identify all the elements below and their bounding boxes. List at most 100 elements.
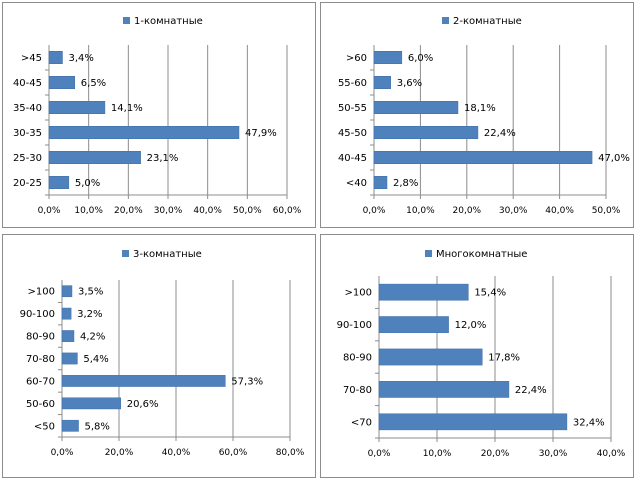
data-label: 2,8%: [393, 178, 418, 189]
data-label: 14,1%: [111, 103, 143, 114]
bar: [378, 381, 510, 398]
x-tick-label: 10,0%: [423, 449, 452, 459]
legend-swatch: [442, 17, 449, 24]
data-label: 22,4%: [484, 128, 516, 139]
data-label: 5,4%: [83, 354, 108, 365]
data-label: 6,0%: [408, 53, 433, 64]
x-tick-label: 20,0%: [481, 449, 510, 459]
x-tick-label: 40,0%: [193, 206, 222, 216]
data-label: 20,6%: [127, 399, 159, 410]
x-tick-label: 60,0%: [273, 206, 302, 216]
legend: Многокомнатные: [425, 249, 527, 260]
category-label: 70-80: [343, 385, 372, 396]
bar: [378, 316, 449, 333]
category-label: >60: [346, 53, 367, 64]
x-tick-label: 20,0%: [105, 448, 134, 458]
category-label: 80-90: [26, 332, 55, 343]
bar: [373, 151, 593, 164]
legend-swatch: [122, 250, 129, 257]
x-tick-label: 80,0%: [276, 448, 305, 458]
category-label: >100: [345, 288, 372, 299]
chart-svg: 2-комнатные 0,0% 10,0% 20,0% 30,0% 40,0% 50,0%…: [338, 16, 630, 216]
data-label: 23,1%: [147, 153, 179, 164]
bar: [48, 126, 240, 139]
bar: [373, 51, 403, 64]
data-label: 4,2%: [80, 332, 105, 343]
category-label: >45: [21, 53, 42, 64]
chart-svg: Многокомнатные 0,0% 10,0% 20,0% 30,0% 40,0% <7…: [337, 249, 626, 459]
bar: [61, 330, 75, 342]
chart-svg: 1-комнатные 0,0% 10,0% 20,0% 30,0% 40,0% 50,0%…: [13, 16, 302, 216]
x-tick-label: 0,0%: [363, 206, 386, 216]
x-tick-label: 30,0%: [154, 206, 183, 216]
x-tick-label: 40,0%: [545, 206, 574, 216]
category-label: 50-55: [338, 103, 367, 114]
bar: [378, 283, 469, 301]
x-tick-label: 40,0%: [162, 448, 191, 458]
category-label: 40-45: [338, 153, 367, 164]
data-label: 5,0%: [75, 178, 100, 189]
bar: [378, 348, 483, 366]
bar: [61, 285, 73, 298]
category-label: 50-60: [26, 399, 55, 410]
data-label: 22,4%: [515, 385, 547, 396]
category-label: 90-100: [337, 320, 372, 331]
bar: [48, 101, 106, 114]
category-label: 60-70: [26, 376, 55, 387]
x-tick-label: 30,0%: [539, 449, 568, 459]
chart-panel-1-room: 1-комнатные 0,0% 10,0% 20,0% 30,0% 40,0% 50,0%…: [2, 2, 316, 228]
bar: [61, 419, 79, 432]
category-label: 25-30: [13, 153, 42, 164]
category-label: 30-35: [13, 128, 42, 139]
category-label: 35-40: [13, 103, 42, 114]
category-label: 55-60: [338, 78, 367, 89]
bar: [378, 413, 568, 431]
bar: [61, 375, 226, 387]
x-tick-label: 0,0%: [38, 206, 61, 216]
data-label: 6,5%: [81, 78, 106, 89]
bar: [373, 176, 388, 189]
category-label: 70-80: [26, 354, 55, 365]
data-label: 17,8%: [488, 353, 520, 364]
data-label: 3,4%: [68, 53, 93, 64]
x-tick-label: 50,0%: [233, 206, 262, 216]
x-tick-label: 10,0%: [74, 206, 103, 216]
data-label: 3,6%: [397, 78, 422, 89]
bar: [61, 307, 72, 320]
data-label: 32,4%: [573, 417, 605, 428]
legend-label: Многокомнатные: [436, 249, 527, 260]
bar: [48, 76, 76, 89]
bar: [373, 126, 479, 139]
category-label: >100: [28, 287, 55, 298]
legend-swatch: [123, 17, 130, 24]
x-tick-label: 30,0%: [499, 206, 528, 216]
x-tick-label: 50,0%: [592, 206, 621, 216]
bar: [48, 176, 70, 189]
chart-svg: 3-комнатные 0,0% 20,0% 40,0% 60,0% 80,0% <50 5,…: [20, 249, 305, 458]
x-tick-label: 20,0%: [114, 206, 143, 216]
data-label: 12,0%: [455, 320, 487, 331]
category-label: <50: [34, 421, 55, 432]
data-label: 18,1%: [464, 103, 496, 114]
category-label: 45-50: [338, 128, 367, 139]
chart-panel-2-room: 2-комнатные 0,0% 10,0% 20,0% 30,0% 40,0% 50,0%…: [320, 2, 634, 228]
data-label: 15,4%: [474, 288, 506, 299]
legend-label: 2-комнатные: [453, 16, 522, 27]
legend-swatch: [425, 250, 432, 257]
bar: [48, 151, 141, 164]
category-label: 90-100: [20, 309, 55, 320]
x-tick-label: 0,0%: [368, 449, 391, 459]
legend: 2-комнатные: [442, 16, 522, 27]
x-tick-label: 10,0%: [406, 206, 435, 216]
data-label: 47,0%: [598, 153, 630, 164]
data-label: 47,9%: [245, 128, 277, 139]
bar: [61, 397, 121, 410]
legend: 1-комнатные: [123, 16, 203, 27]
category-label: 20-25: [13, 178, 42, 189]
chart-panel-3-room: 3-комнатные 0,0% 20,0% 40,0% 60,0% 80,0% <50 5,…: [2, 234, 316, 478]
x-tick-label: 0,0%: [51, 448, 74, 458]
category-label: <40: [346, 178, 367, 189]
x-tick-label: 60,0%: [219, 448, 248, 458]
category-label: <70: [351, 417, 372, 428]
legend-label: 3-комнатные: [133, 249, 202, 260]
